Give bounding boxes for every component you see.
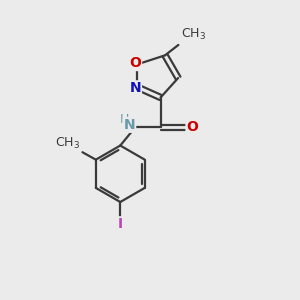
Text: CH$_3$: CH$_3$ [182,27,206,42]
Text: I: I [118,217,123,231]
Text: O: O [129,56,141,70]
Text: N: N [129,81,141,95]
Text: N: N [124,118,135,132]
Text: CH$_3$: CH$_3$ [55,136,80,151]
Text: O: O [186,120,198,134]
Text: H: H [119,113,129,126]
